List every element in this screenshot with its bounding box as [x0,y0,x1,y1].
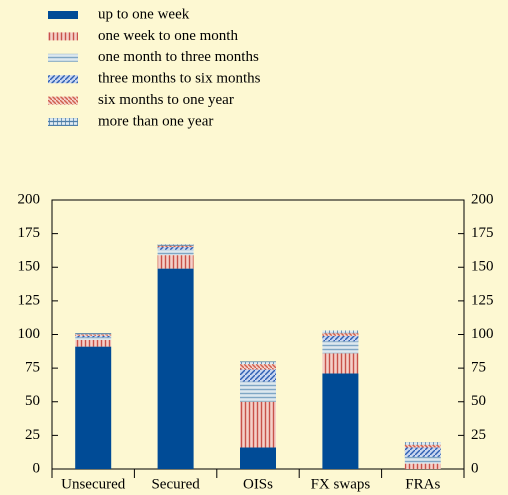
bar-segment [240,364,276,370]
x-tick-label: Unsecured [61,476,126,492]
y-tick-label: 0 [33,460,41,476]
bar-segment [240,361,276,365]
x-tick-label: FX swaps [311,476,371,492]
bar-segment [240,447,276,469]
y-tick-label: 125 [18,292,41,308]
y2-tick-label: 125 [471,292,494,308]
y2-tick-label: 100 [471,326,494,342]
legend-swatch [48,118,78,126]
legend-label: one month to three months [98,49,259,65]
bar-segment [75,346,112,469]
x-tick-label: Secured [151,476,200,492]
bar-segment [322,353,359,374]
bar-segment [157,255,194,269]
y-tick-label: 150 [18,259,41,275]
bar-segment [75,339,112,347]
bar-segment [75,337,112,340]
bar-segment [404,442,441,445]
x-tick-label: OISs [243,476,273,492]
legend-label: one week to one month [98,28,238,44]
x-tick-label: FRAs [405,476,440,492]
bar-segment [157,244,194,246]
legend-label: more than one year [98,113,213,129]
bar-segment [240,369,276,382]
legend-swatch [48,11,78,19]
legend-label: up to one week [98,6,190,22]
legend-swatch [48,75,78,84]
bar-segment [404,447,441,457]
legend-label: three months to six months [98,71,261,87]
bar-segment [75,334,112,336]
bar-segment [75,333,112,335]
bar-segment [322,333,359,336]
y-tick-label: 200 [18,191,41,207]
bar-segment [404,456,441,464]
y-tick-label: 75 [25,360,40,376]
bar-segment [322,373,359,469]
bar-segment [322,341,359,354]
legend-swatch [48,96,78,105]
y2-tick-label: 175 [471,225,494,241]
y-tick-label: 100 [18,326,41,342]
bar-segment [322,335,359,342]
y-tick-label: 175 [18,225,41,241]
bar-segment [157,268,194,469]
bar-segment [157,247,194,250]
legend-swatch [48,32,78,41]
bar-segment [240,381,276,402]
bar-segment [157,245,194,248]
legend-swatch [48,53,78,62]
bar-segment [240,401,276,448]
bar-segment [404,463,441,469]
bar-segment [404,444,441,448]
y2-tick-label: 50 [471,393,486,409]
y2-tick-label: 150 [471,259,494,275]
bar-segment [75,335,112,338]
y2-tick-label: 0 [471,460,479,476]
y-tick-label: 50 [25,393,40,409]
legend-label: six months to one year [98,92,234,108]
y-tick-label: 25 [25,427,40,443]
y2-tick-label: 25 [471,427,486,443]
y2-tick-label: 75 [471,360,486,376]
y2-tick-label: 200 [471,191,494,207]
bar-segment [157,249,194,256]
bar-segment [322,330,359,334]
